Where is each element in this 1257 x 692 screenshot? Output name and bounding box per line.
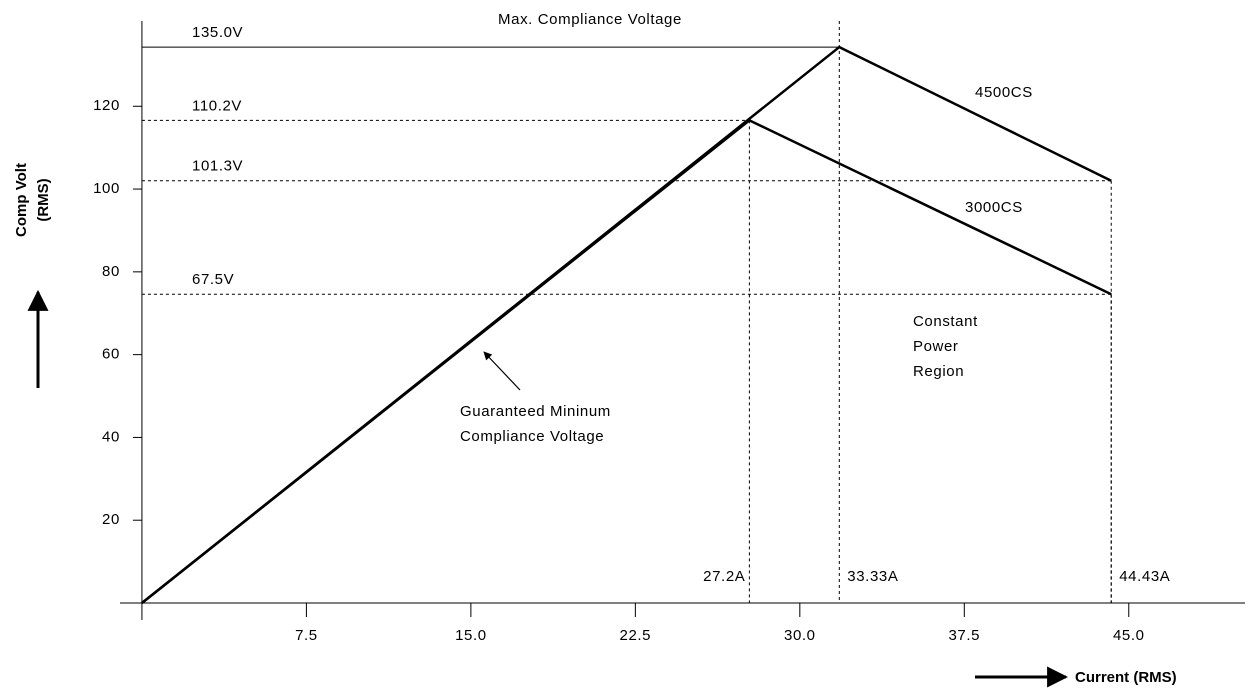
x-axis-label: Current (RMS) (1075, 669, 1177, 686)
y-tick-label: 120 (93, 97, 120, 114)
x-tick-label: 15.0 (455, 627, 487, 644)
reference-label: 27.2A (703, 568, 745, 585)
reference-label: 135.0V (192, 24, 243, 41)
reference-label: 110.2V (192, 97, 242, 114)
annotation: Compliance Voltage (460, 428, 604, 445)
y-axis-label-line: Comp Volt (13, 163, 30, 237)
annotation: Constant (913, 313, 978, 330)
annotation-arrow (483, 351, 521, 391)
y-axis-label-line: (RMS) (35, 178, 52, 221)
series-label: 4500CS (975, 84, 1033, 101)
y-tick-label: 40 (102, 428, 120, 445)
x-tick-label: 22.5 (620, 627, 652, 644)
y-tick-label: 20 (102, 511, 120, 528)
reference-label: 33.33A (847, 568, 898, 585)
series-line (141, 118, 1112, 604)
annotation: Region (913, 363, 964, 380)
y-tick-label: 100 (93, 180, 120, 197)
reference-label: 101.3V (192, 158, 243, 175)
series-label: 3000CS (965, 199, 1023, 216)
reference-label: 44.43A (1119, 568, 1170, 585)
reference-label: 67.5V (192, 271, 234, 288)
y-tick-label: 80 (102, 263, 120, 280)
x-tick-label: 30.0 (784, 627, 816, 644)
annotation: Power (913, 338, 959, 355)
x-tick-label: 7.5 (295, 627, 318, 644)
chart-title: Max. Compliance Voltage (498, 11, 682, 28)
x-tick-label: 45.0 (1113, 627, 1145, 644)
y-tick-label: 60 (102, 346, 120, 363)
annotation: Guaranteed Mininum (460, 403, 611, 420)
x-tick-label: 37.5 (948, 627, 980, 644)
y-axis-label: Comp Volt (RMS) (13, 163, 52, 237)
